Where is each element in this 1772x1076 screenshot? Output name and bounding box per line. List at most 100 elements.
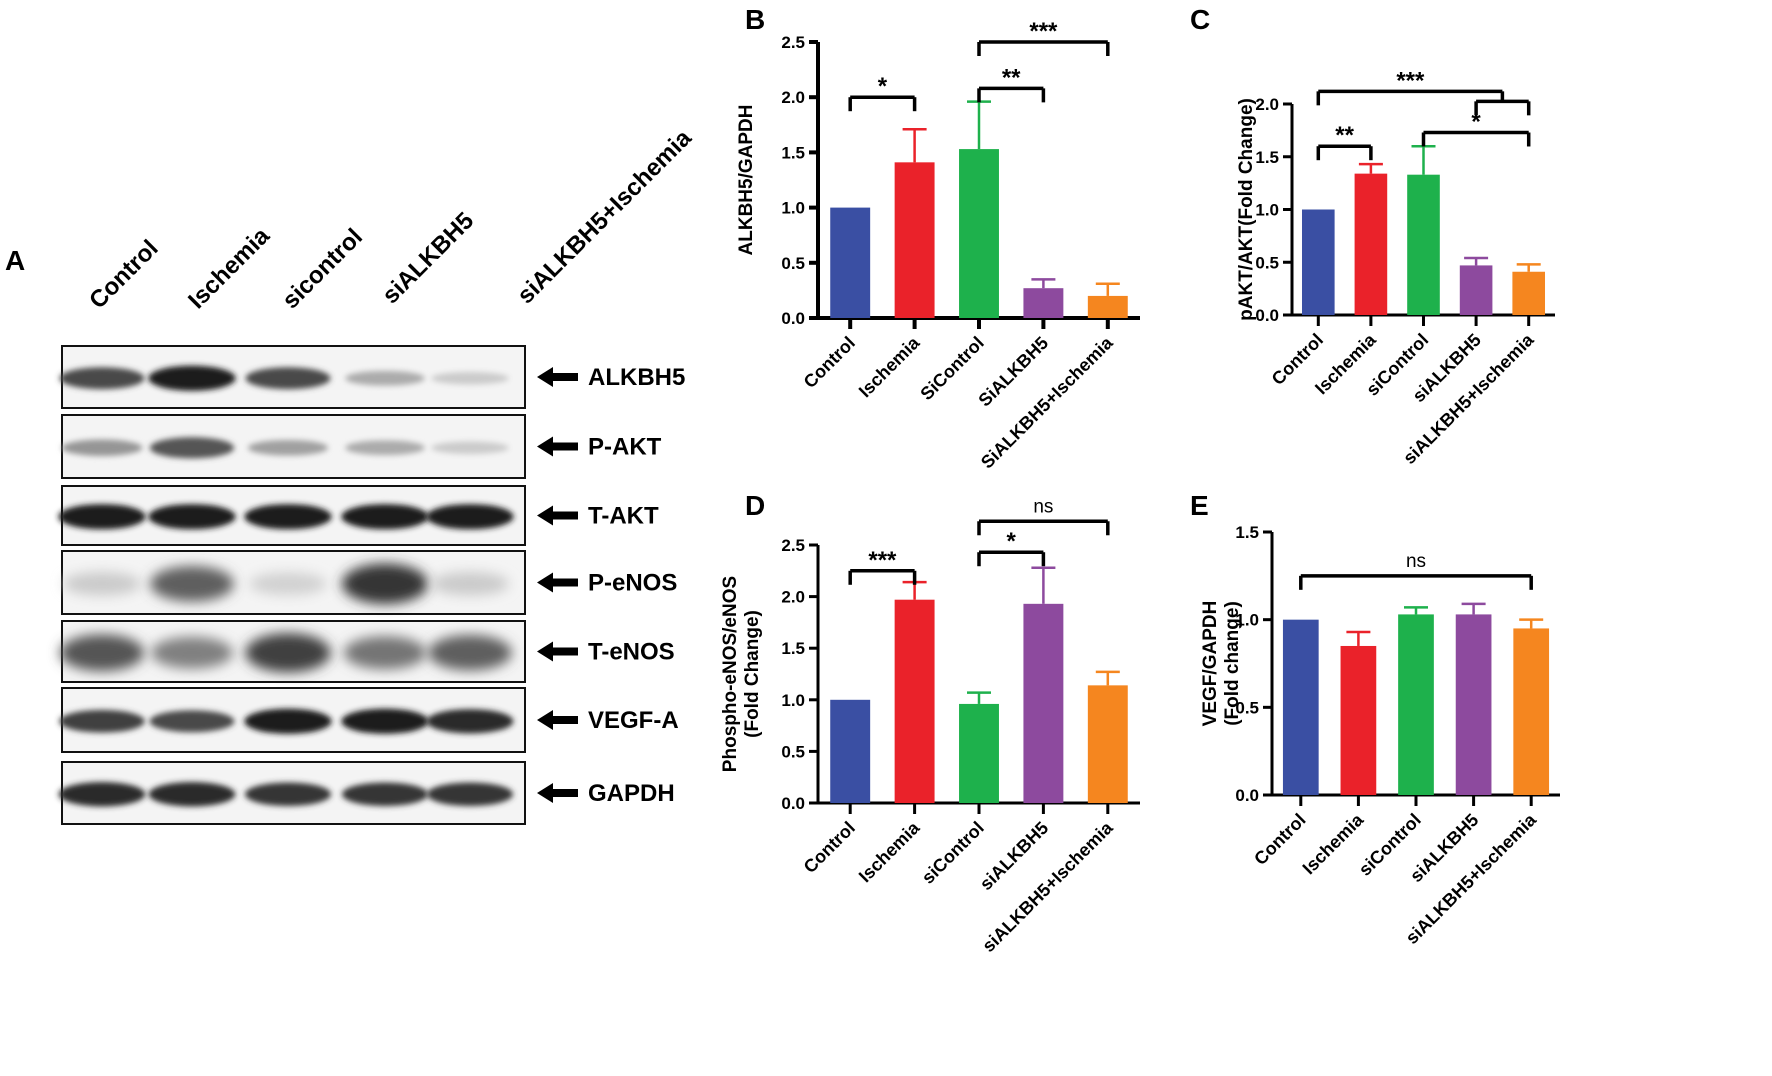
- blot-strip-p-enos: P-eNOS: [61, 550, 677, 615]
- y-tick-label: 0.0: [1255, 306, 1279, 325]
- bar-0: [830, 207, 871, 318]
- bar-3: [1459, 265, 1493, 315]
- blot-band-4: [426, 782, 514, 807]
- y-tick-label: 1.0: [1235, 611, 1259, 630]
- significance-label: *: [1007, 528, 1017, 555]
- y-tick-label: 1.5: [1255, 148, 1279, 167]
- bar-3: [1455, 614, 1492, 795]
- x-tick-label: SiALKBH5+Ischemia: [977, 332, 1117, 472]
- significance-label: ns: [1406, 551, 1426, 572]
- blot-strip-alkbh5: ALKBH5: [59, 345, 685, 409]
- blot-band-3: [345, 440, 425, 456]
- y-axis-label-line2: (Fold change): [1222, 601, 1243, 726]
- blot-band-3: [341, 504, 429, 530]
- y-tick-label: 0.5: [781, 254, 805, 273]
- lane-label-0: Control: [84, 235, 163, 314]
- bar-2: [1398, 614, 1434, 795]
- bar-1: [1340, 645, 1377, 795]
- blot-band-1: [148, 504, 236, 530]
- y-tick-label: 2.0: [1255, 95, 1279, 114]
- lane-labels: Control Ischemia sicontrol siALKBH5 siALKBH5…: [84, 124, 697, 314]
- arrow-icon: [537, 641, 578, 662]
- significance-label: ***: [868, 547, 897, 574]
- lane-label-3: siALKBH5: [377, 207, 479, 309]
- x-tick-label: Control: [800, 333, 859, 392]
- band-label: P-eNOS: [588, 570, 677, 597]
- bar-1: [894, 599, 935, 803]
- y-axis-label-line2: (Fold Change): [742, 610, 763, 738]
- y-tick-label: 1.5: [1235, 523, 1259, 542]
- significance-bracket: ***: [1316, 67, 1531, 116]
- panel-letter-d: D: [745, 490, 765, 521]
- band-label: VEGF-A: [588, 707, 679, 734]
- significance-bracket: ns: [1299, 551, 1533, 590]
- blot-band-2: [245, 633, 331, 673]
- y-tick-label: 1.5: [781, 143, 805, 162]
- x-tick-label: siALKBH5+Ischemia: [978, 817, 1117, 956]
- panel-letter-a: A: [5, 245, 25, 276]
- arrow-icon: [537, 505, 578, 526]
- blot-band-3: [345, 370, 425, 386]
- blot-band-2: [245, 367, 331, 390]
- significance-label: *: [1471, 108, 1481, 135]
- y-tick-label: 1.0: [781, 691, 805, 710]
- bar-4: [1087, 295, 1128, 318]
- blot-band-3: [341, 782, 429, 807]
- y-tick-label: 0.5: [781, 742, 805, 761]
- significance-label: ***: [1396, 67, 1425, 94]
- significance-bracket: *: [977, 528, 1046, 567]
- y-tick-label: 0.0: [781, 309, 805, 328]
- panel-letter-c: C: [1190, 4, 1210, 35]
- bar-2: [959, 149, 999, 318]
- x-tick-label: Control: [800, 818, 859, 877]
- arrow-icon: [537, 436, 578, 457]
- blot-band-4: [426, 504, 514, 530]
- arrow-icon: [537, 572, 578, 593]
- significance-bracket: ***: [977, 18, 1110, 56]
- y-tick-label: 0.0: [781, 794, 805, 813]
- bar-1: [1354, 173, 1388, 315]
- blot-strip-p-akt: P-AKT: [61, 414, 662, 479]
- significance-bracket: **: [977, 64, 1046, 103]
- y-tick-label: 2.0: [781, 588, 805, 607]
- bar-4: [1513, 628, 1550, 795]
- y-axis-label-line1: VEGF/GAPDH: [1200, 601, 1221, 727]
- bar-3: [1023, 288, 1064, 318]
- significance-bracket: *: [1421, 108, 1531, 147]
- bar-0: [1282, 619, 1319, 795]
- chart-d: D 0.0 0.5 1.0 1.5 2.0 2.5 Phospho-eNOS/eNOS (Fo…: [720, 490, 1140, 956]
- arrow-icon: [537, 783, 578, 803]
- blot-band-3: [343, 636, 427, 670]
- significance-label: **: [1335, 122, 1354, 149]
- lane-label-1: Ischemia: [183, 222, 275, 314]
- western-blot-panel: A Control Ischemia sicontrol siALKBH5 siALKB…: [5, 124, 697, 825]
- blot-band-2: [247, 439, 329, 456]
- significance-bracket: **: [1316, 122, 1373, 161]
- blot-band-1: [148, 365, 236, 391]
- bar-4: [1087, 685, 1128, 803]
- significance-label: *: [878, 73, 888, 100]
- y-tick-label: 1.0: [781, 199, 805, 218]
- panel-letter-e: E: [1190, 490, 1209, 521]
- significance-bracket: ***: [848, 547, 917, 585]
- chart-b: B 0.0 0.5 1.0 1.5 2.0 2.5 ALKBH5/GAPDH ControlI…: [736, 4, 1140, 472]
- blot-strip-gapdh: GAPDH: [58, 761, 675, 825]
- band-label: T-eNOS: [588, 639, 675, 666]
- significance-label: ns: [1033, 496, 1053, 517]
- y-axis-label: pAKT/AKT(Fold Change): [1236, 98, 1257, 321]
- blot-band-3: [341, 708, 429, 734]
- y-axis-label: ALKBH5/GAPDH: [736, 105, 757, 256]
- blot-band-1: [148, 782, 236, 807]
- blot-band-2: [244, 708, 332, 734]
- x-tick-label: Ischemia: [855, 817, 924, 886]
- band-label: P-AKT: [588, 434, 662, 461]
- blot-band-1: [149, 437, 235, 459]
- blot-strip-vegf-a: VEGF-A: [59, 687, 679, 753]
- blot-band-2: [244, 782, 332, 807]
- band-label: GAPDH: [588, 780, 675, 807]
- significance-bracket: ns: [977, 496, 1110, 536]
- y-tick-label: 2.5: [781, 536, 805, 555]
- blot-band-0: [58, 504, 146, 530]
- bar-0: [1301, 209, 1335, 315]
- blot-band-0: [59, 709, 145, 733]
